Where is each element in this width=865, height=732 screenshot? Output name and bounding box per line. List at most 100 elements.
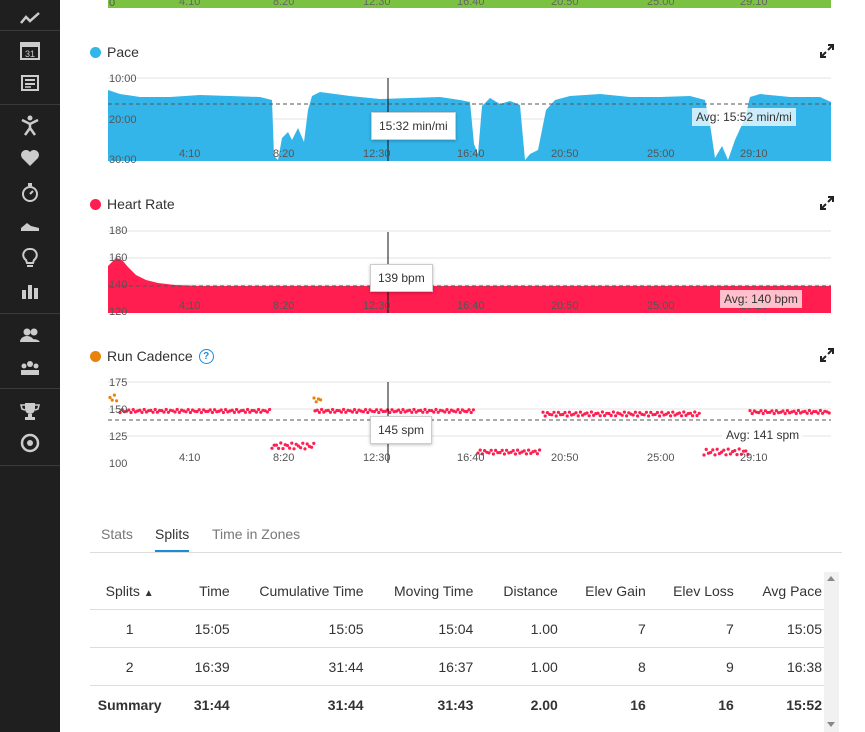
cadence-point (177, 410, 181, 414)
bar-chart-icon[interactable] (0, 276, 60, 306)
cadence-point (151, 410, 155, 414)
sidebar-divider (0, 465, 60, 466)
cadence-point (155, 410, 159, 414)
cadence-point (821, 411, 825, 415)
cadence-point (491, 452, 495, 456)
cadence-point (556, 410, 560, 414)
column-header-splits[interactable]: Splits ▲ (90, 572, 170, 610)
cadence-point (726, 447, 730, 451)
cadence-point (543, 414, 547, 418)
cadence-point (230, 408, 234, 412)
pace-legend-dot (90, 46, 101, 58)
cadence-point (748, 409, 752, 413)
cadence-point (761, 411, 765, 416)
heart-icon[interactable] (0, 143, 60, 173)
cadence-point (259, 410, 263, 414)
cadence-point (527, 448, 531, 452)
y-tick: 10:00 (109, 73, 137, 85)
column-header-cumulative-time[interactable]: Cumulative Time (235, 572, 370, 610)
x-tick: 8:20 (273, 0, 295, 8)
heart-rate-chart[interactable]: 180 160 140 120 4:10 8:20 12:30 16:40 20… (60, 222, 840, 322)
cadence-point (744, 449, 748, 453)
shoe-icon[interactable] (0, 210, 60, 240)
column-header-elev-gain[interactable]: Elev Gain (563, 572, 652, 610)
cadence-point (290, 441, 294, 445)
cadence-point (533, 449, 537, 453)
activity-trend-icon[interactable] (0, 4, 60, 34)
cadence-point (737, 447, 741, 451)
stopwatch-icon[interactable] (0, 177, 60, 207)
fitness-person-icon[interactable] (0, 110, 60, 140)
cadence-point (315, 408, 319, 412)
lightbulb-icon[interactable] (0, 243, 60, 273)
sidebar-nav: 31 (0, 0, 60, 732)
table-row[interactable]: 1 15:05 15:05 15:04 1.00 7 7 15:05 (90, 609, 828, 648)
tab-stats[interactable]: Stats (101, 526, 133, 542)
cadence-point (108, 395, 112, 400)
groups-icon[interactable] (0, 352, 60, 382)
cadence-point (614, 414, 618, 418)
cadence-point (320, 407, 324, 412)
elev-gain: 8 (563, 647, 652, 686)
cadence-point (505, 448, 509, 452)
column-header-elev-loss[interactable]: Elev Loss (651, 572, 740, 610)
cadence-point (603, 414, 607, 418)
pace-chart[interactable]: 10:00 20:00 30:00 4:10 8:20 12:30 16:40 … (60, 70, 840, 170)
cadence-point (763, 409, 768, 413)
tab-splits[interactable]: Splits (155, 526, 190, 552)
scroll-up-arrow-icon[interactable] (827, 576, 835, 581)
cadence-chart[interactable]: 175 150 125 100 4:10 8:20 12:30 16:40 20… (60, 372, 840, 472)
y-tick: 125 (109, 431, 127, 443)
cadence-point (312, 396, 316, 400)
trophy-icon[interactable] (0, 396, 60, 426)
pace-area (108, 90, 831, 161)
cadence-point (447, 410, 451, 414)
cadence-point (807, 408, 812, 413)
cadence-point (759, 409, 763, 413)
cadence-point (792, 409, 796, 413)
cadence-point (331, 407, 335, 412)
target-icon[interactable] (0, 428, 60, 458)
cadence-point (693, 410, 697, 414)
cadence-point (785, 409, 790, 413)
x-tick: 12:30 (363, 452, 391, 464)
scroll-down-arrow-icon[interactable] (827, 722, 835, 727)
summary-row: Summary 31:44 31:44 31:43 2.00 16 16 15:… (90, 686, 828, 724)
heart-rate-avg-label: Avg: 140 bpm (720, 290, 802, 308)
help-icon[interactable]: ? (198, 348, 214, 364)
column-header-time[interactable]: Time (169, 572, 236, 610)
x-tick: 25:00 (647, 452, 675, 464)
x-tick: 4:10 (179, 0, 201, 8)
column-header-moving-time[interactable]: Moving Time (369, 572, 480, 610)
column-header-avg-pace[interactable]: Avg Pace (739, 572, 828, 610)
cadence-point (770, 409, 774, 413)
column-header-distance[interactable]: Distance (479, 572, 564, 610)
newsfeed-icon[interactable] (0, 68, 60, 98)
table-scrollbar[interactable] (824, 572, 839, 732)
pace-expand-icon[interactable] (820, 44, 834, 58)
cadence-point (274, 443, 278, 447)
calendar-icon[interactable]: 31 (0, 35, 60, 65)
cadence-point (110, 398, 114, 402)
cadence-point (131, 408, 135, 412)
cadence-point (175, 407, 179, 412)
cadence-point (827, 411, 831, 415)
cadence-point (142, 407, 146, 412)
cadence-point (312, 441, 316, 445)
cadence-point (550, 413, 554, 417)
x-tick: 8:20 (273, 452, 294, 464)
cadence-expand-icon[interactable] (820, 348, 834, 362)
header-label: Splits (105, 582, 140, 599)
summary-distance: 2.00 (530, 696, 558, 713)
cadence-point (516, 448, 520, 452)
tab-time-in-zones[interactable]: Time in Zones (212, 526, 301, 542)
summary-elev-gain: 16 (630, 696, 646, 713)
cadence-point (642, 413, 646, 417)
connections-icon[interactable] (0, 320, 60, 350)
cadence-point (644, 410, 649, 414)
cadence-point (561, 412, 565, 417)
heart-rate-expand-icon[interactable] (820, 196, 834, 210)
elev-loss: 7 (651, 609, 740, 648)
cadence-point (248, 410, 252, 414)
table-row[interactable]: 2 16:39 31:44 16:37 1.00 8 9 16:38 (90, 647, 828, 686)
